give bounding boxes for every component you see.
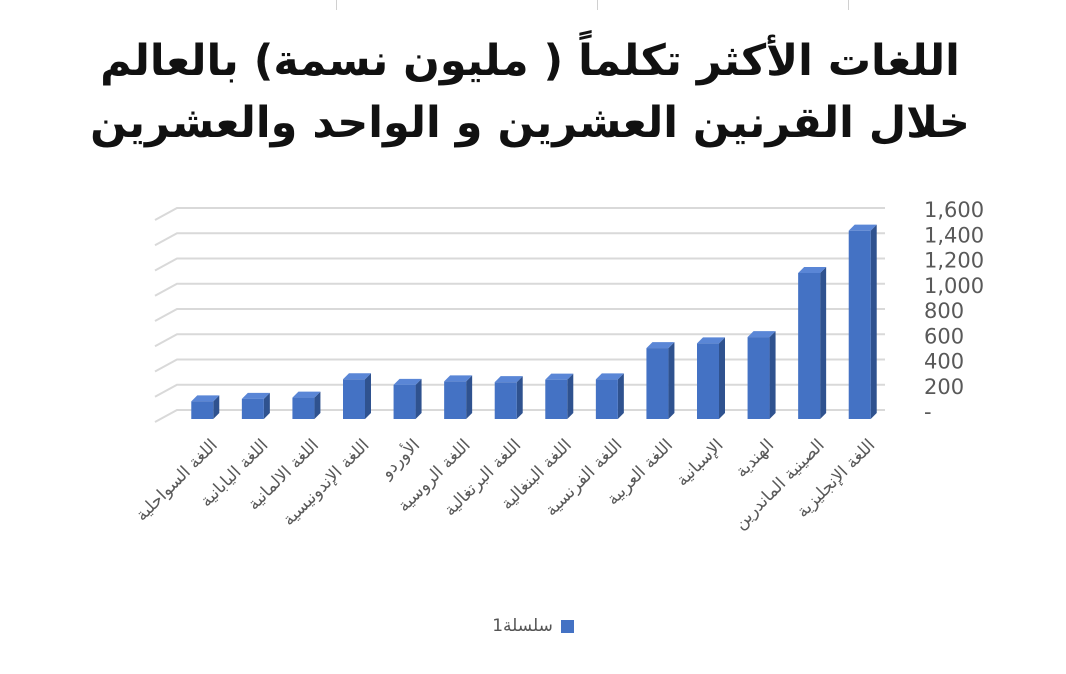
bar: [595, 373, 624, 419]
y-tick-label: 1,400: [924, 223, 984, 247]
bar: [393, 378, 422, 419]
y-tick-label: 600: [924, 324, 964, 348]
legend-label: سلسلة1: [492, 616, 553, 636]
x-tick-label: اللغة السواحلية: [132, 435, 222, 525]
y-tick-label: 800: [924, 299, 964, 323]
gridlines: [154, 207, 885, 423]
x-tick-label: الأوردو: [376, 435, 425, 484]
y-tick-label: 1,000: [924, 274, 984, 298]
gridline: [154, 409, 885, 423]
bar: [444, 375, 473, 419]
legend: سلسلة1: [0, 616, 1066, 636]
chart-title: اللغات الأكثر تكلماً ( مليون نسمة) بالعا…: [90, 36, 970, 148]
bar: [191, 395, 220, 419]
gridline: [154, 333, 885, 348]
legend-swatch: [560, 619, 574, 633]
bar: [798, 266, 827, 419]
x-tick-label: الصينية الماندرين: [730, 435, 828, 533]
x-tick-label: اللغة الإندونيسية: [279, 435, 374, 530]
gridline: [154, 383, 885, 398]
gridline: [154, 282, 885, 297]
bar: [545, 373, 574, 419]
gridline: [154, 358, 885, 373]
bar: [494, 376, 523, 419]
gridline: [154, 232, 885, 247]
bar: [646, 342, 675, 419]
bar: [241, 392, 270, 419]
bar: [343, 373, 371, 419]
bars: [191, 224, 877, 419]
y-tick-label: 400: [924, 350, 964, 374]
y-tick-label: -: [924, 400, 932, 424]
y-tick-label: 1,600: [924, 198, 984, 222]
gridline: [154, 257, 885, 272]
bar: [747, 331, 776, 419]
gridline: [154, 308, 885, 322]
x-tick-label: الإسبانية: [672, 435, 727, 490]
gridline: [154, 207, 885, 221]
spreadsheet-cell-borders: [0, 0, 1066, 10]
y-tick-label: 200: [924, 375, 964, 399]
x-tick-label: الهندية: [732, 435, 778, 481]
y-tick-label: 1,200: [924, 249, 984, 273]
bar: [697, 337, 725, 419]
bar: [292, 391, 321, 419]
bar: [848, 224, 877, 419]
